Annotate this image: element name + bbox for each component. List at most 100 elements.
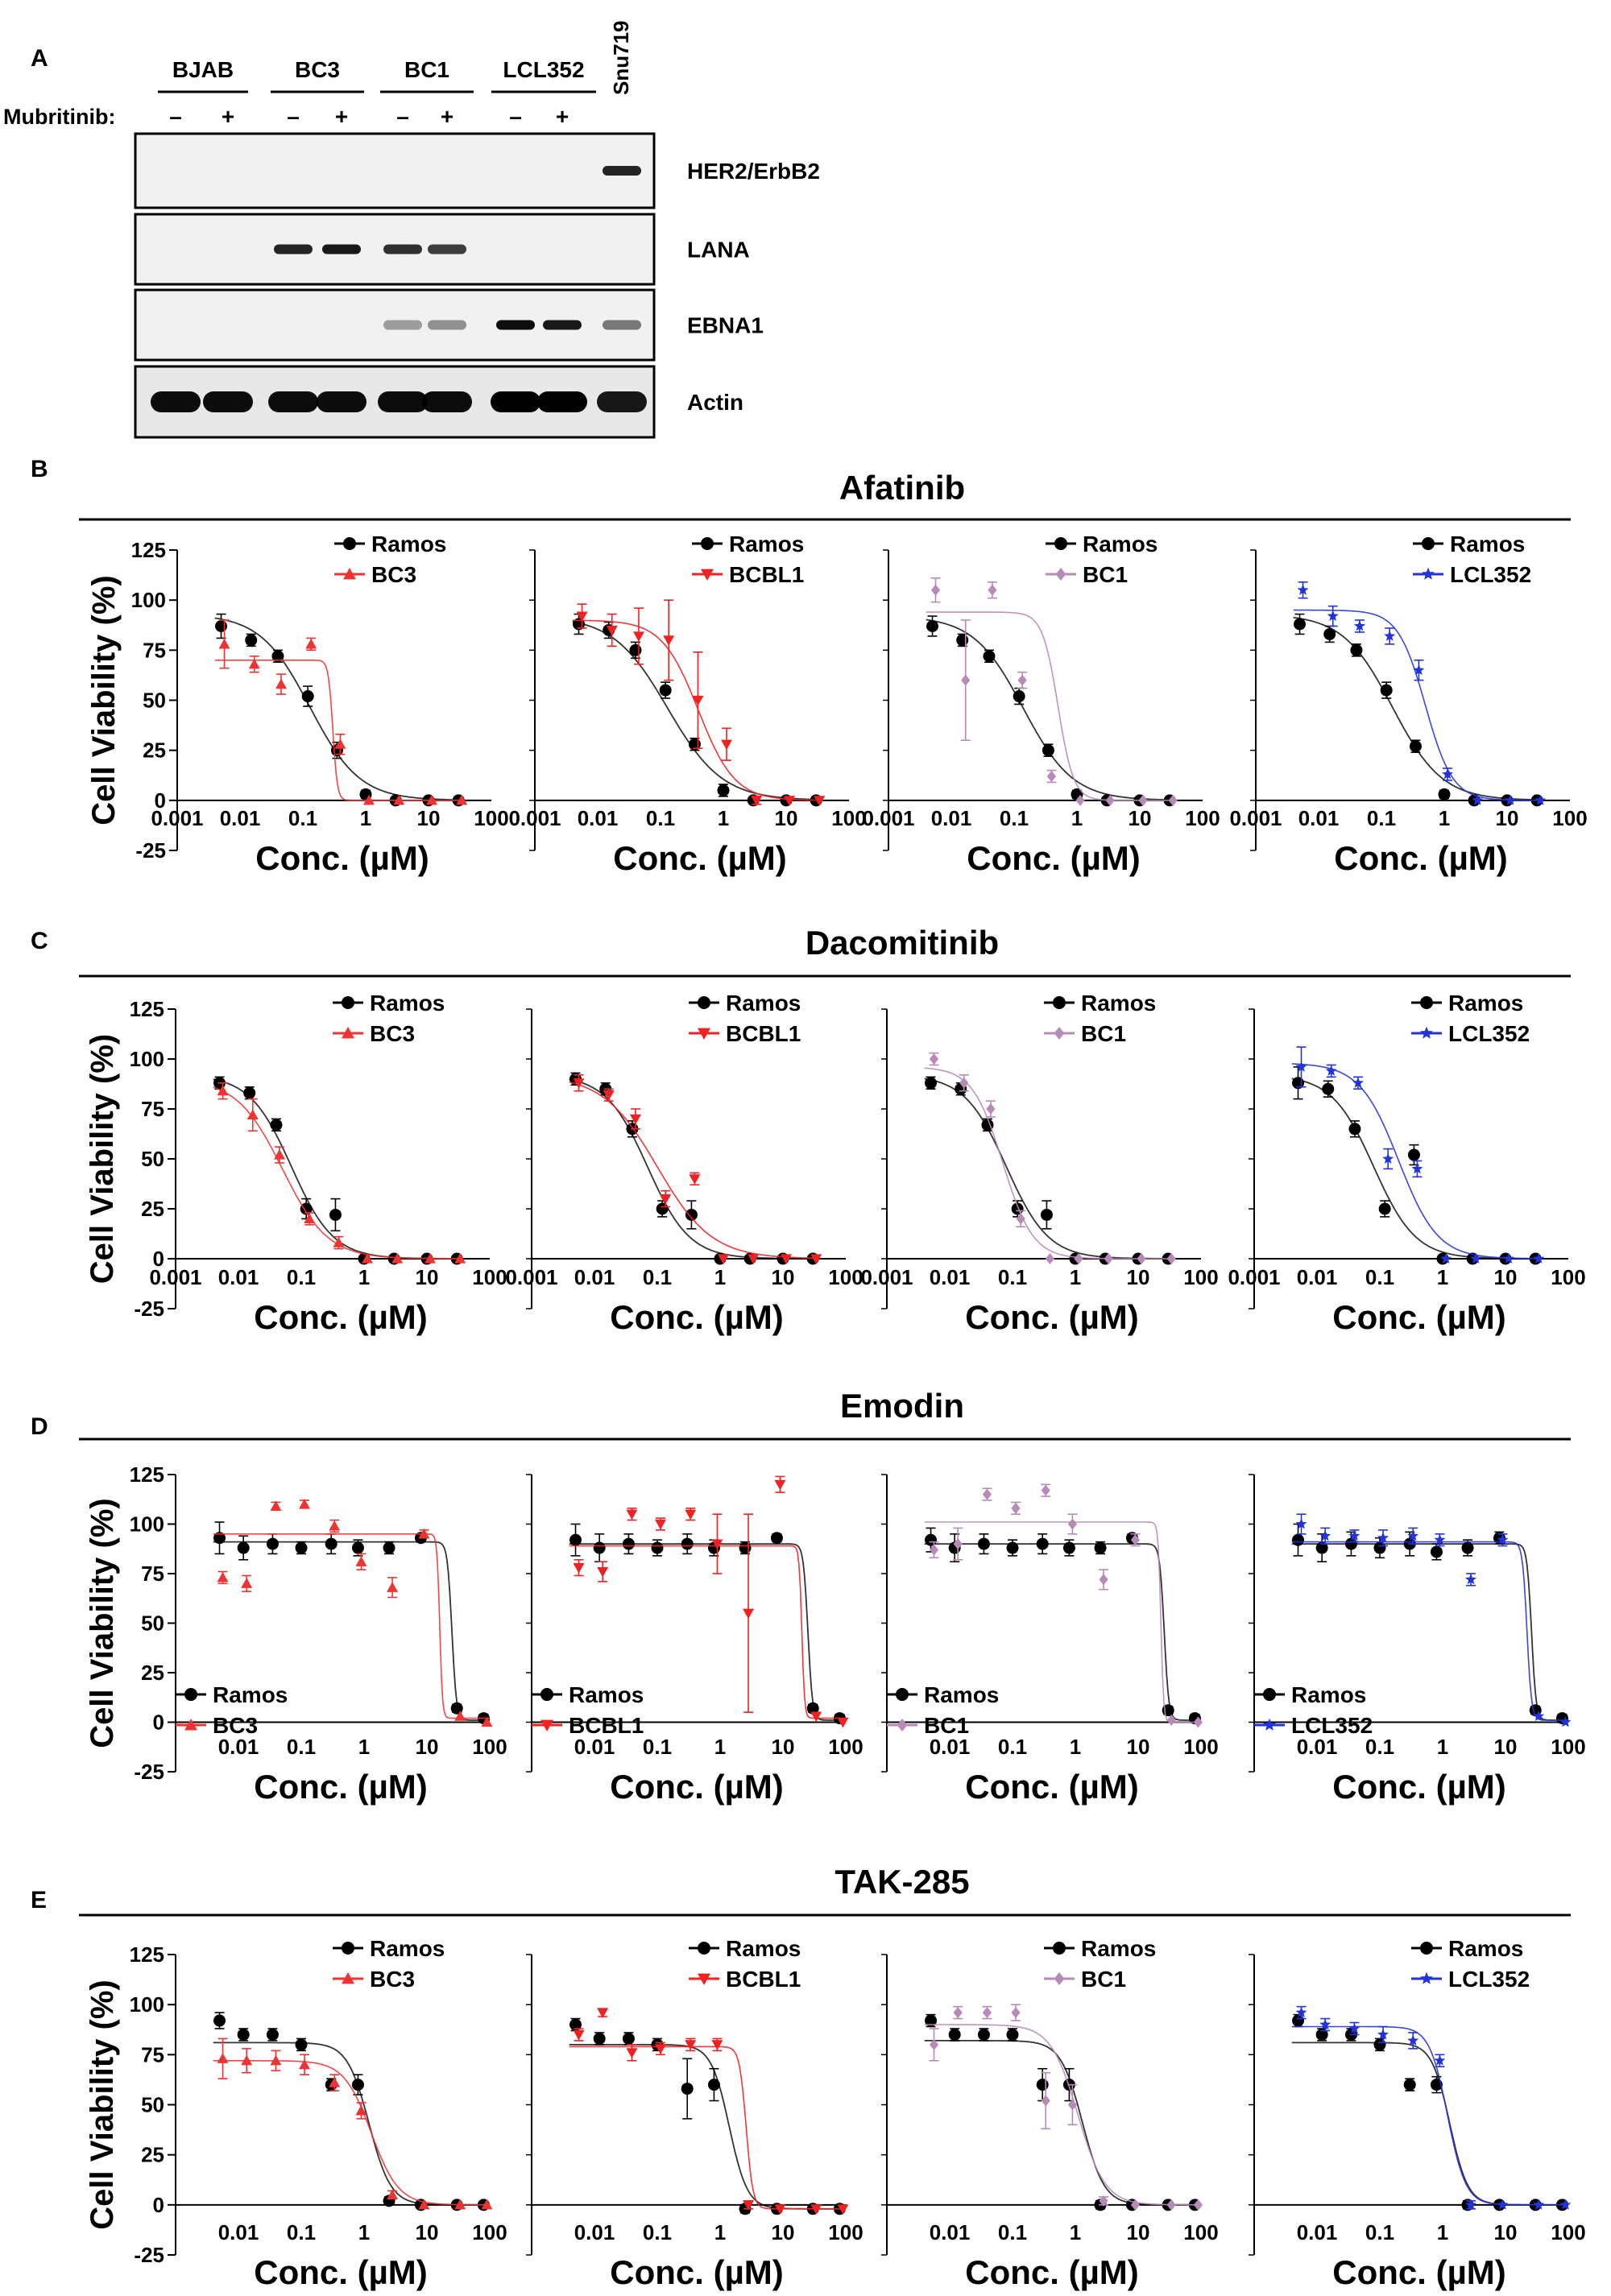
data-point xyxy=(655,1519,666,1530)
x-tick-label: 0.01 xyxy=(1297,1265,1338,1289)
data-point xyxy=(333,1237,345,1247)
data-point xyxy=(982,1488,992,1500)
legend-label: Ramos xyxy=(1081,991,1156,1016)
y-tick-label: 100 xyxy=(130,1992,164,2017)
legend: Ramos BC1 xyxy=(1044,1936,1156,1992)
cell-line-headers: BJAB BC3 BC1 LCL352 xyxy=(158,57,596,93)
legend-label: BC3 xyxy=(370,1021,415,1046)
data-point xyxy=(597,1566,609,1578)
legend: Ramos BC3 xyxy=(333,1936,445,1992)
x-axis-label: Conc. (µM) xyxy=(965,1768,1139,1806)
data-point xyxy=(569,1533,582,1546)
data-point xyxy=(1413,664,1425,676)
x-axis-label: Conc. (µM) xyxy=(965,1298,1139,1336)
legend-item: Ramos xyxy=(532,1682,644,1707)
y-tick-label: 50 xyxy=(143,689,166,713)
data-point xyxy=(1319,2018,1331,2029)
data-point xyxy=(393,794,405,805)
data-point xyxy=(1011,1502,1021,1514)
x-axis-label: Conc. (µM) xyxy=(254,1298,428,1336)
y-tick-label: -25 xyxy=(135,838,166,863)
blot-band xyxy=(603,166,641,176)
x-tick-label: 100 xyxy=(472,1265,507,1289)
data-point xyxy=(1382,1152,1394,1164)
data-point xyxy=(603,1090,615,1101)
legend-label: Ramos xyxy=(1083,532,1158,556)
chart-row: B Afatinib 125 100 75 50 25 0 -25 Cell Viability … xyxy=(31,456,1588,877)
y-tick-label: -25 xyxy=(134,2243,164,2267)
fit-curve xyxy=(924,2039,1202,2206)
data-point xyxy=(266,1537,279,1550)
blot-band xyxy=(496,320,535,330)
data-point xyxy=(1006,2028,1019,2041)
data-point xyxy=(215,619,228,632)
blot-protein-label: LANA xyxy=(687,238,750,263)
dose-response-plot: 125 100 75 50 25 0 -25 Cell Viability (%) 0.01 0.… xyxy=(85,1936,507,2291)
data-point xyxy=(387,1582,399,1592)
data-point xyxy=(751,796,763,806)
blot-band xyxy=(317,391,367,412)
legend-label: Ramos xyxy=(1291,1682,1366,1707)
x-tick-label: 0.1 xyxy=(643,1265,672,1289)
dose-response-plot: 125 100 75 50 25 0 -25 Cell Viability (%) 0.01 0.… xyxy=(85,1462,507,1806)
data-point xyxy=(897,1719,908,1732)
legend-label: Ramos xyxy=(924,1682,999,1707)
dose-response-plot: 0.001 0.01 0.1 1 10 100 Conc. (µM) Ramos BCBL1 xyxy=(505,991,863,1336)
legend-label: BCBL1 xyxy=(726,1021,801,1046)
y-tick-label: 75 xyxy=(143,638,166,662)
blot-band xyxy=(603,320,641,330)
data-point xyxy=(362,1253,373,1264)
data-point xyxy=(342,1972,354,1984)
data-point xyxy=(1074,1253,1083,1264)
x-tick-label: 0.01 xyxy=(574,1265,615,1289)
x-tick-label: 0.1 xyxy=(1365,1735,1394,1759)
data-point xyxy=(1040,1208,1053,1221)
data-point xyxy=(295,1541,308,1554)
x-tick-label: 0.001 xyxy=(860,1265,913,1289)
y-tick-label: 25 xyxy=(141,1661,164,1685)
data-point xyxy=(629,1114,641,1125)
x-axis-label: Conc. (µM) xyxy=(1332,1298,1506,1336)
y-axis-label: Cell Viability (%) xyxy=(85,1498,120,1748)
fit-curve xyxy=(924,1521,1202,1723)
x-tick-label: 0.1 xyxy=(998,2220,1027,2244)
data-point xyxy=(383,1541,396,1554)
x-tick-label: 100 xyxy=(1551,2220,1585,2244)
x-tick-label: 100 xyxy=(828,1265,863,1289)
fit-curve xyxy=(214,659,465,801)
y-tick-label: 75 xyxy=(141,2042,164,2066)
x-tick-label: 10 xyxy=(416,2220,439,2244)
panel-a-western-blot: A Mubritinib: Snu719 BJAB BC3 BC1 LCL352 – +… xyxy=(3,21,820,439)
data-point xyxy=(241,2054,253,2066)
data-point xyxy=(351,1541,364,1554)
panel-letter: A xyxy=(31,45,48,72)
blot-protein-label: HER2/ErbB2 xyxy=(687,159,820,184)
panel-letter: E xyxy=(31,1887,47,1913)
data-point xyxy=(626,1509,638,1520)
data-point xyxy=(217,1085,229,1096)
dose-response-plot: 0.01 0.1 1 10 100 Conc. (µM) Ramos BCBL1 xyxy=(526,1474,863,1806)
data-point xyxy=(454,1253,466,1264)
legend-label: BC3 xyxy=(213,1713,258,1738)
data-point xyxy=(953,1538,963,1550)
legend: Ramos BC3 xyxy=(176,1682,288,1738)
data-point xyxy=(184,1688,197,1702)
blot-band xyxy=(383,320,422,330)
x-tick-label: 100 xyxy=(474,806,508,830)
legend-item: BC1 xyxy=(887,1713,969,1738)
legend-label: Ramos xyxy=(370,1936,445,1961)
data-point xyxy=(1315,1541,1328,1554)
legend: Ramos BC1 xyxy=(1044,991,1156,1046)
legend-label: BC1 xyxy=(1083,562,1128,587)
data-point xyxy=(1505,794,1516,805)
chart-title: Afatinib xyxy=(839,469,965,507)
dose-response-plot: 0.001 0.01 0.1 1 10 100 Conc. (µM) Ramos LCL352 xyxy=(1229,532,1587,877)
data-point xyxy=(245,634,258,647)
blot-row: LANA xyxy=(134,213,750,286)
data-point xyxy=(810,1254,822,1264)
data-point xyxy=(1104,1253,1113,1264)
x-tick-label: 0.1 xyxy=(646,806,675,830)
data-point xyxy=(983,650,996,663)
legend-label: Ramos xyxy=(569,1682,644,1707)
fit-curve xyxy=(1293,609,1543,801)
